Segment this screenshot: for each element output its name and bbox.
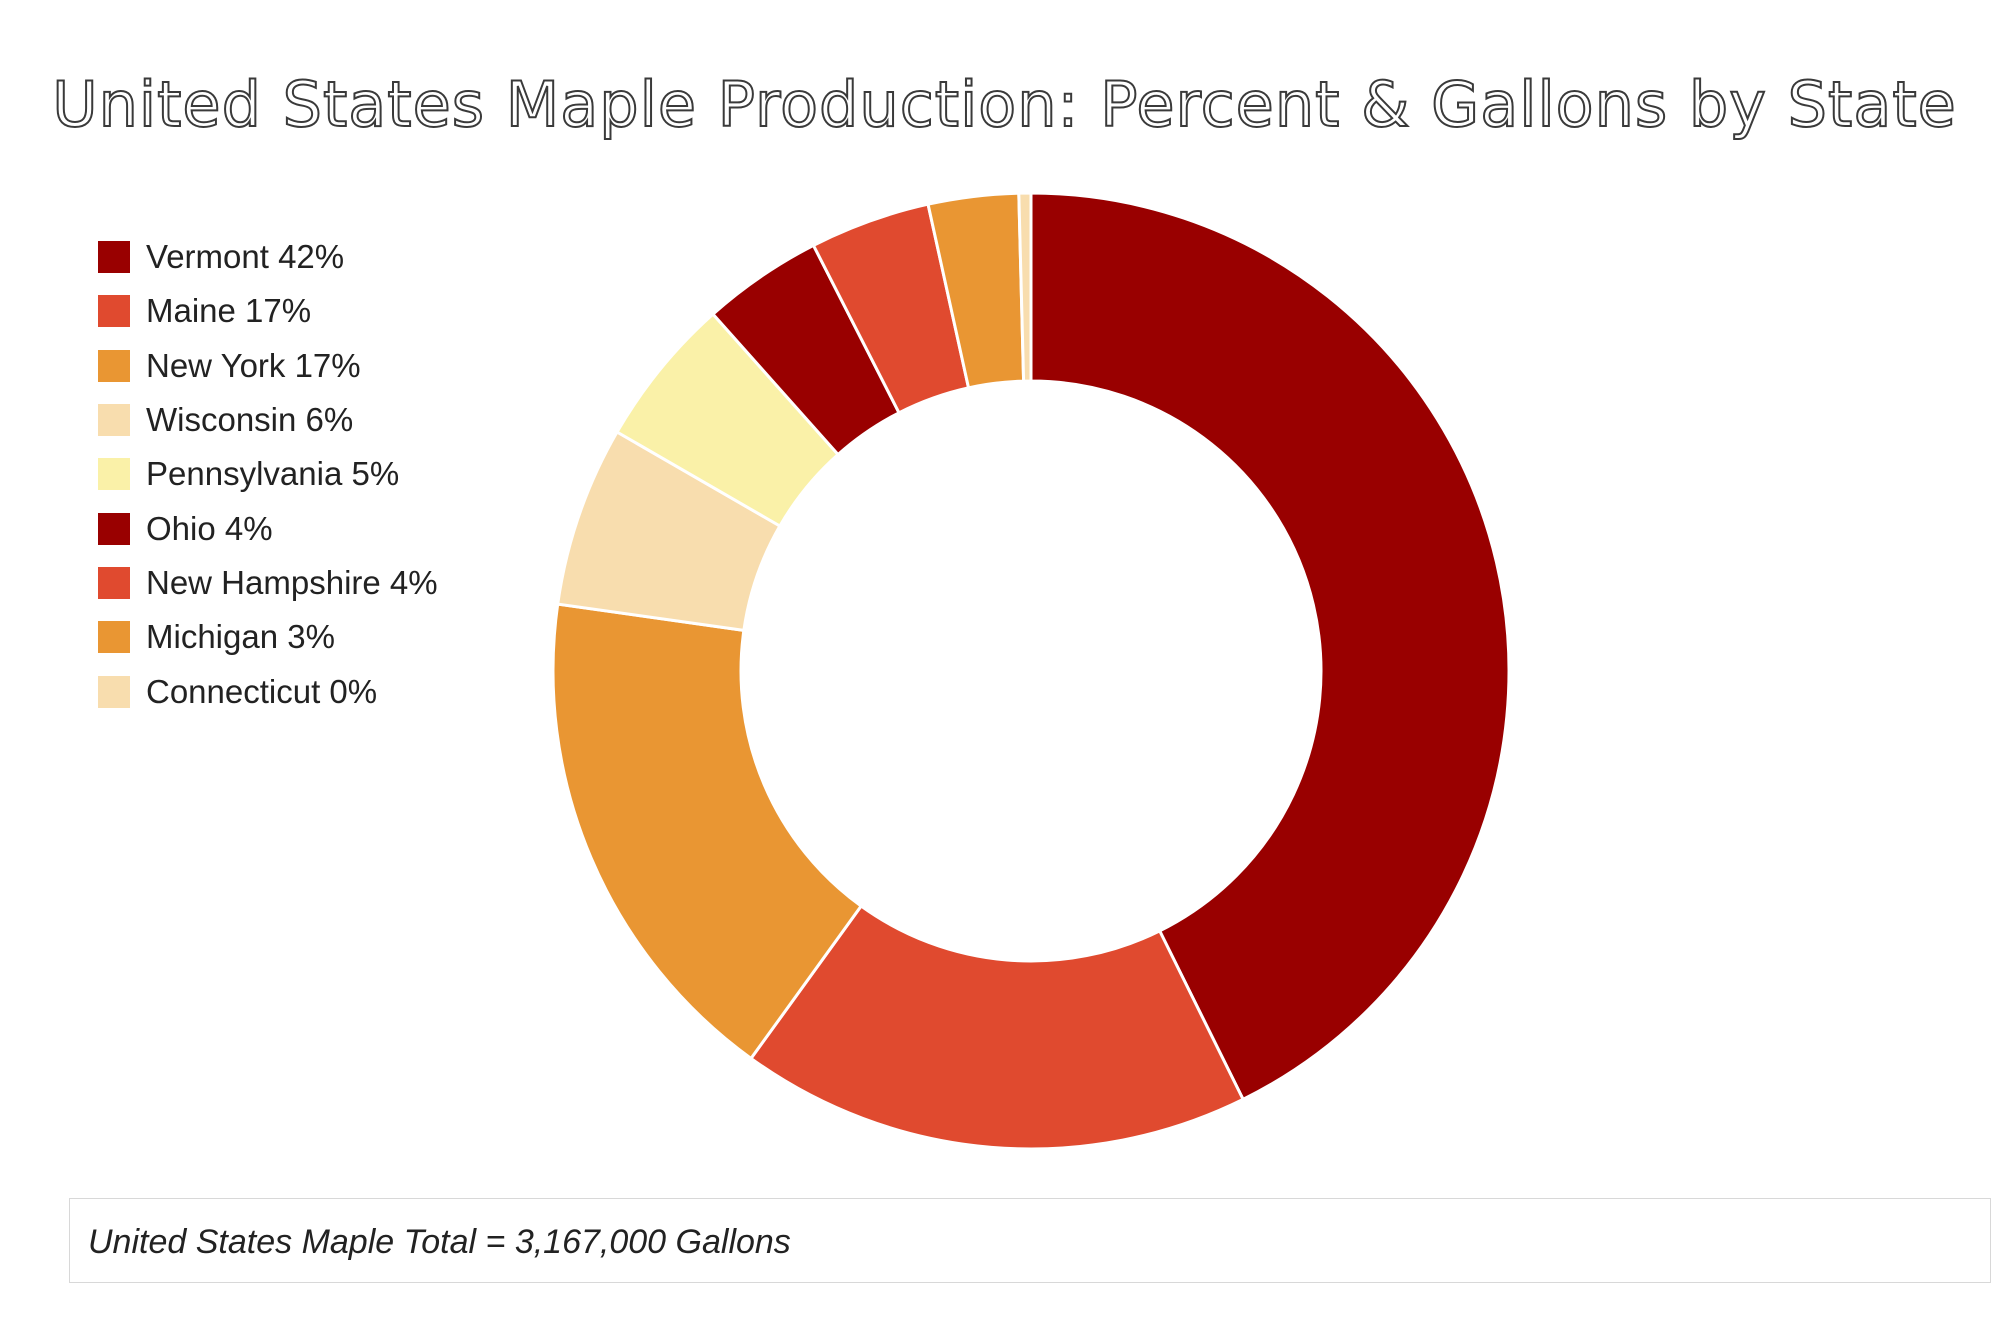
legend-swatch (98, 621, 130, 654)
legend-swatch (98, 241, 130, 274)
donut-slice-new-york[interactable] (551, 602, 864, 1061)
legend-label: New York 17% (146, 346, 361, 384)
legend-swatch (98, 675, 130, 708)
legend-label: Michigan 3% (146, 618, 335, 656)
legend-item-pennsylvania[interactable]: Pennsylvania 5% (98, 447, 438, 501)
legend-label: Connecticut 0% (146, 672, 378, 710)
legend-item-new-hampshire[interactable]: New Hampshire 4% (98, 556, 438, 610)
legend-item-wisconsin[interactable]: Wisconsin 6% (98, 393, 438, 447)
legend-swatch (98, 404, 130, 437)
legend-swatch (98, 566, 130, 599)
chart-title: United States Maple Production: Percent … (51, 67, 1957, 142)
legend-label: Wisconsin 6% (146, 401, 354, 439)
chart-legend: Vermont 42% Maine 17% New York 17% Wisconsi… (98, 230, 438, 719)
legend-item-maine[interactable]: Maine 17% (98, 284, 438, 338)
legend-item-connecticut[interactable]: Connecticut 0% (98, 664, 438, 718)
legend-swatch (98, 512, 130, 545)
legend-swatch (98, 349, 130, 382)
total-gallons-note: United States Maple Total = 3,167,000 Ga… (88, 1223, 791, 1261)
legend-item-ohio[interactable]: Ohio 4% (98, 501, 438, 555)
legend-item-vermont[interactable]: Vermont 42% (98, 230, 438, 284)
legend-label: Ohio 4% (146, 509, 273, 547)
donut-slice-vermont[interactable] (1029, 191, 1511, 1102)
legend-swatch (98, 295, 130, 328)
legend-swatch (98, 458, 130, 491)
legend-item-new-york[interactable]: New York 17% (98, 339, 438, 393)
total-note-box: United States Maple Total = 3,167,000 Ga… (69, 1198, 1991, 1283)
legend-label: New Hampshire 4% (146, 563, 438, 601)
donut-slice-maine[interactable] (748, 903, 1246, 1151)
legend-item-michigan[interactable]: Michigan 3% (98, 610, 438, 664)
legend-label: Pennsylvania 5% (146, 455, 400, 493)
donut-slice-connecticut[interactable] (1017, 191, 1033, 383)
legend-label: Maine 17% (146, 292, 312, 330)
legend-label: Vermont 42% (146, 238, 345, 276)
